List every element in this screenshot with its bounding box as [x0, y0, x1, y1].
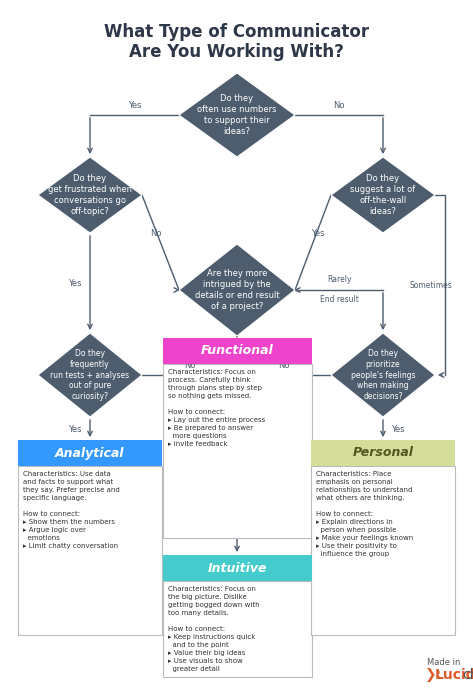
Polygon shape [38, 333, 142, 417]
FancyBboxPatch shape [163, 581, 312, 677]
Text: Yes: Yes [69, 278, 82, 287]
Polygon shape [179, 73, 295, 157]
Text: Do they
get frustrated when
conversations go
off-topic?: Do they get frustrated when conversation… [48, 174, 132, 216]
Text: Characteristics: Use data
and facts to support what
they say. Prefer precise and: Characteristics: Use data and facts to s… [23, 471, 120, 549]
Text: Sometimes: Sometimes [409, 280, 452, 289]
Text: Personal: Personal [352, 446, 413, 459]
Text: ❯:: ❯: [425, 668, 442, 682]
Text: Do they
frequently
run tests + analyses
out of pure
curiosity?: Do they frequently run tests + analyses … [51, 349, 130, 401]
Text: Characteristics: Focus on
process. Carefully think
through plans step by step
so: Characteristics: Focus on process. Caref… [168, 369, 265, 447]
Text: No: No [333, 101, 345, 110]
FancyBboxPatch shape [311, 440, 455, 466]
Text: Do they
often use numbers
to support their
ideas?: Do they often use numbers to support the… [197, 94, 277, 136]
Text: Are they more
intrigued by the
details or end result
of a project?: Are they more intrigued by the details o… [195, 269, 280, 311]
FancyBboxPatch shape [311, 466, 455, 635]
Text: Yes: Yes [391, 424, 404, 433]
Text: Are You Working With?: Are You Working With? [129, 43, 344, 61]
Text: Yes: Yes [128, 101, 141, 110]
Text: End result: End result [320, 295, 359, 304]
Text: Lucid: Lucid [435, 668, 473, 682]
Text: Functional: Functional [201, 345, 274, 358]
Text: Yes: Yes [69, 424, 82, 433]
Text: Analytical: Analytical [55, 446, 125, 459]
FancyBboxPatch shape [163, 338, 312, 364]
FancyBboxPatch shape [18, 466, 162, 635]
Text: Yes: Yes [311, 228, 325, 237]
Text: Do they
prioritize
people's feelings
when making
decisions?: Do they prioritize people's feelings whe… [350, 349, 415, 401]
Text: Rarely: Rarely [327, 275, 351, 284]
Text: Do they
suggest a lot of
off-the-wall
ideas?: Do they suggest a lot of off-the-wall id… [350, 174, 416, 216]
Text: What Type of Communicator: What Type of Communicator [104, 23, 369, 41]
Text: chart: chart [462, 668, 473, 682]
FancyBboxPatch shape [18, 440, 162, 466]
Polygon shape [38, 157, 142, 233]
Text: No: No [184, 361, 195, 370]
Text: No: No [278, 361, 290, 370]
Text: Characteristics: Focus on
the big picture. Dislike
getting bogged down with
too : Characteristics: Focus on the big pictur… [168, 586, 260, 672]
Polygon shape [331, 157, 435, 233]
Text: No: No [150, 228, 161, 237]
Text: Made in: Made in [427, 658, 460, 667]
FancyBboxPatch shape [163, 555, 312, 581]
FancyBboxPatch shape [163, 364, 312, 538]
Text: Intuitive: Intuitive [208, 561, 267, 574]
Polygon shape [331, 333, 435, 417]
Text: Details: Details [240, 340, 269, 349]
Text: Characteristics: Place
emphasis on personal
relationships to understand
what oth: Characteristics: Place emphasis on perso… [316, 471, 413, 557]
Polygon shape [179, 244, 295, 336]
